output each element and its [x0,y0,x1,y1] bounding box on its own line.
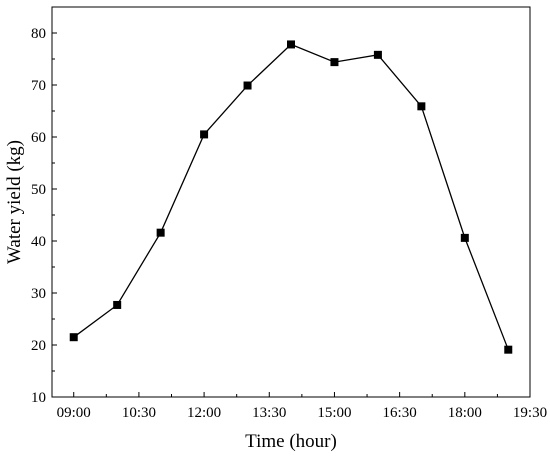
y-tick-label: 30 [31,286,46,302]
x-tick-label: 13:30 [252,405,286,421]
x-tick-label: 10:30 [122,405,156,421]
y-tick-label: 40 [31,234,46,250]
y-tick-label: 60 [31,130,46,146]
x-tick-label: 15:00 [317,405,351,421]
data-point [156,228,165,237]
data-point [69,333,78,342]
y-tick-label: 20 [31,338,46,354]
y-tick-label: 50 [31,182,46,198]
y-tick-label: 70 [31,78,46,94]
series-line [73,43,509,350]
x-axis-title: Time (hour) [245,431,337,452]
data-point [243,81,252,90]
plot-frame [51,6,531,398]
x-tick-label: 19:30 [513,405,547,421]
y-axis: 10 20 30 40 50 60 70 80 [31,26,57,406]
data-point [460,233,469,242]
data-point [373,50,382,59]
data-point [504,345,513,354]
series-layer [69,40,513,354]
data-point [417,102,426,111]
y-tick-label: 80 [31,26,46,42]
data-point [287,40,295,49]
x-tick-label: 18:00 [448,405,482,421]
data-point [113,300,122,309]
y-axis-title: Water yield (kg) [4,140,25,264]
x-tick-label: 09:00 [57,405,91,421]
x-tick-label: 16:30 [383,405,417,421]
y-tick-label: 10 [31,390,46,406]
x-tick-label: 12:00 [187,405,221,421]
x-axis: 09:00 10:30 12:00 13:30 15:00 16:30 18:00 19:30 [57,392,547,421]
data-point [200,130,209,139]
data-point [330,58,339,67]
